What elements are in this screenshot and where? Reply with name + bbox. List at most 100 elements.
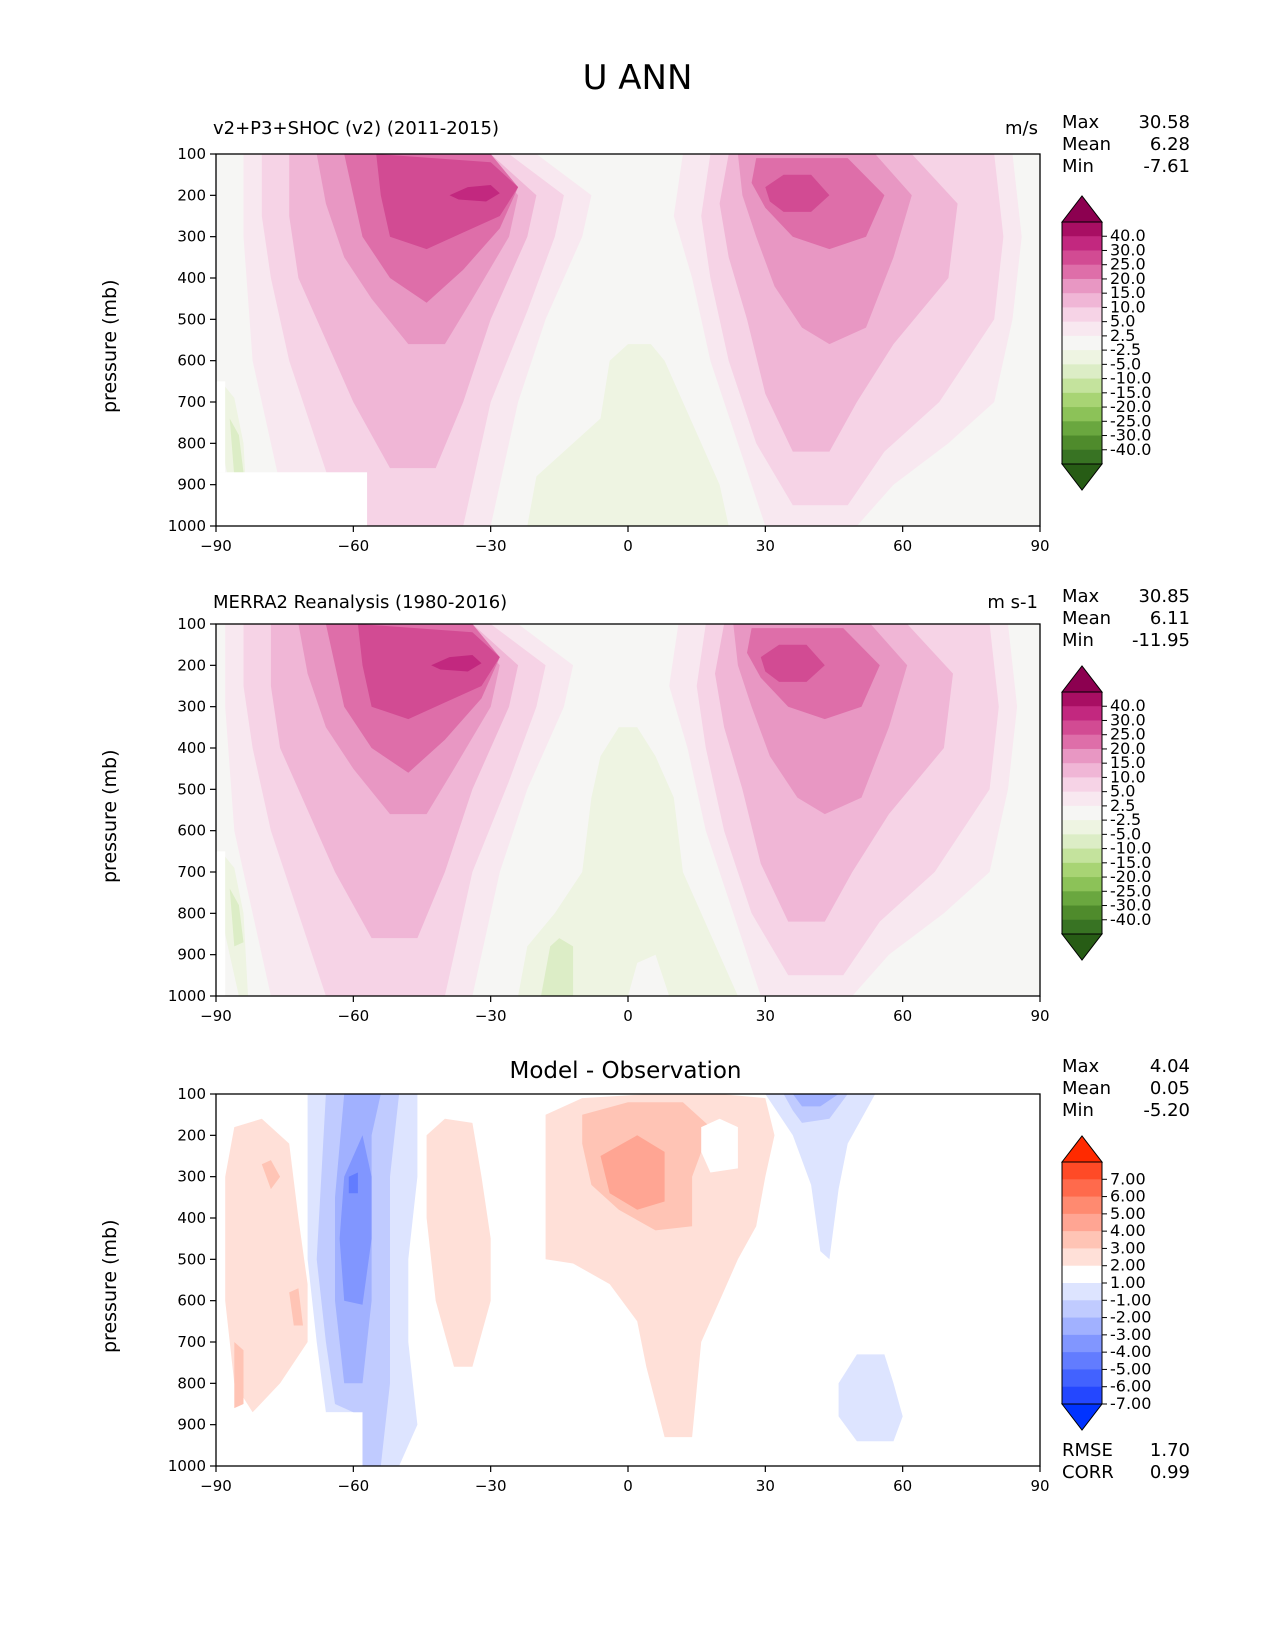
stat-min: Min -5.20 xyxy=(1062,1100,1190,1121)
colorbar-band xyxy=(1062,1386,1102,1405)
y-tick-label: 1000 xyxy=(168,987,206,1005)
colorbar-band xyxy=(1062,748,1102,764)
colorbar-max-extension xyxy=(1060,195,1104,223)
missing-data-mask xyxy=(325,1412,363,1466)
colorbar-band xyxy=(1062,421,1102,437)
x-tick-label: 0 xyxy=(623,537,633,555)
y-tick-label: 200 xyxy=(177,656,206,674)
y-tick-label: 700 xyxy=(177,863,206,881)
y-tick-label: 900 xyxy=(177,476,206,494)
colorbar-band xyxy=(1062,1369,1102,1388)
y-tick-label: 700 xyxy=(177,1333,206,1351)
colorbar-band xyxy=(1062,763,1102,778)
stats-box: Max 30.85 Mean 6.11 Min -11.95 xyxy=(1062,586,1190,652)
colorbar-band xyxy=(1062,1300,1102,1319)
x-tick-label: −30 xyxy=(475,1477,507,1495)
missing-data-mask xyxy=(216,472,368,526)
y-tick-label: 500 xyxy=(177,780,206,798)
colorbar-band xyxy=(1062,392,1102,408)
colorbar-label: -20.0 xyxy=(1110,397,1151,416)
colorbar-band xyxy=(1062,378,1102,394)
y-tick-label: 900 xyxy=(177,1416,206,1434)
colorbar-band xyxy=(1062,364,1102,380)
stat-min: Min -11.95 xyxy=(1062,630,1190,651)
x-tick-label: 30 xyxy=(756,1007,775,1025)
colorbar-label: 20.0 xyxy=(1110,739,1146,758)
contour-fill-zero xyxy=(701,1118,738,1173)
colorbar-band xyxy=(1062,449,1102,465)
stat-min: Min -7.61 xyxy=(1062,156,1190,177)
contour-fill-25 xyxy=(357,624,500,720)
colorbar-band xyxy=(1062,1283,1102,1301)
colorbar-label: -1.00 xyxy=(1110,1290,1151,1309)
missing-data-mask xyxy=(216,851,226,996)
y-tick-label: 400 xyxy=(177,1209,206,1227)
x-tick-label: 90 xyxy=(1030,1007,1049,1025)
y-tick-label: 500 xyxy=(177,1250,206,1268)
colorbar-label: 5.0 xyxy=(1110,312,1135,331)
colorbar-label: 2.00 xyxy=(1110,1256,1146,1275)
plot-frame xyxy=(215,623,1041,997)
x-tick-label: 60 xyxy=(893,1477,912,1495)
panel-reanalysis: MERRA2 Reanalysis (1980-2016) m s-1 pres… xyxy=(0,582,1275,1052)
colorbar-label: 5.00 xyxy=(1110,1204,1146,1223)
y-tick-label: 1000 xyxy=(168,517,206,535)
colorbar-label: 2.5 xyxy=(1110,326,1135,345)
contour-fill-neg-5 xyxy=(348,1172,358,1194)
y-tick-label: 500 xyxy=(177,310,206,328)
x-tick-label: −90 xyxy=(200,537,232,555)
stats-box: Max 4.04 Mean 0.05 Min -5.20 xyxy=(1062,1056,1190,1122)
colorbar-band xyxy=(1062,805,1102,821)
error-stats-box: RMSE 1.70 CORR 0.99 xyxy=(1062,1440,1190,1484)
contour-fill-30 xyxy=(449,185,500,202)
colorbar-label: -2.00 xyxy=(1110,1308,1151,1327)
y-tick-label: 100 xyxy=(177,615,206,633)
contour-fill-pos-1 xyxy=(426,1118,491,1367)
y-tick-label: 200 xyxy=(177,1126,206,1144)
colorbar-label: 25.0 xyxy=(1110,725,1146,744)
contour-fill-zero xyxy=(628,954,670,996)
colorbar-band xyxy=(1062,1179,1102,1198)
panel-title-left: MERRA2 Reanalysis (1980-2016) xyxy=(213,592,508,613)
colorbar-min-extension xyxy=(1060,933,1104,961)
colorbar-label: 3.00 xyxy=(1110,1238,1146,1257)
colorbar-band xyxy=(1062,777,1102,793)
panel-title-left: v2+P3+SHOC (v2) (2011-2015) xyxy=(213,118,500,139)
colorbar-band xyxy=(1062,862,1102,878)
contour-plot: −90 −60 −30 0 30 60 90 100 200 300 400 500 600 700 800… xyxy=(168,615,1152,1025)
contour-fill-polar-easterly-strong xyxy=(229,418,244,477)
x-tick-label: 0 xyxy=(623,1007,633,1025)
colorbar-band xyxy=(1062,834,1102,850)
colorbar-min-extension xyxy=(1060,1403,1104,1431)
colorbar-label: -10.0 xyxy=(1110,839,1151,858)
colorbar-label: -2.5 xyxy=(1110,810,1141,829)
colorbar-band xyxy=(1062,692,1102,707)
contour-fill-easterly xyxy=(518,727,738,996)
y-tick-label: 400 xyxy=(177,739,206,757)
x-tick-label: 30 xyxy=(756,1477,775,1495)
colorbar-label: 25.0 xyxy=(1110,255,1146,274)
colorbar-label: 20.0 xyxy=(1110,269,1146,288)
colorbar-label: 30.0 xyxy=(1110,710,1146,729)
colorbar-label: -40.0 xyxy=(1110,440,1151,459)
contour-fill-pos-3 xyxy=(600,1135,665,1210)
plot-frame xyxy=(215,1093,1041,1467)
colorbar-band xyxy=(1062,1248,1102,1267)
colorbar-label: -10.0 xyxy=(1110,369,1151,388)
colorbar-label: 15.0 xyxy=(1110,753,1146,772)
colorbar-label: -5.00 xyxy=(1110,1359,1151,1378)
colorbar-label: -40.0 xyxy=(1110,910,1151,929)
colorbar-label: 15.0 xyxy=(1110,283,1146,302)
colorbar-label: -7.00 xyxy=(1110,1394,1151,1413)
panel-difference: Model - Observation pressure (mb) Max 4.0… xyxy=(0,1052,1275,1522)
colorbar-band xyxy=(1062,321,1102,337)
y-tick-label: 600 xyxy=(177,822,206,840)
stat-mean: Mean 6.11 xyxy=(1062,608,1190,629)
colorbar-label: 30.0 xyxy=(1110,240,1146,259)
colorbar-label: 5.0 xyxy=(1110,782,1135,801)
colorbar-band xyxy=(1062,407,1102,422)
colorbar-band xyxy=(1062,264,1102,280)
colorbar-label: 10.0 xyxy=(1110,767,1146,786)
colorbar-band xyxy=(1062,236,1102,251)
colorbar-band xyxy=(1062,891,1102,907)
